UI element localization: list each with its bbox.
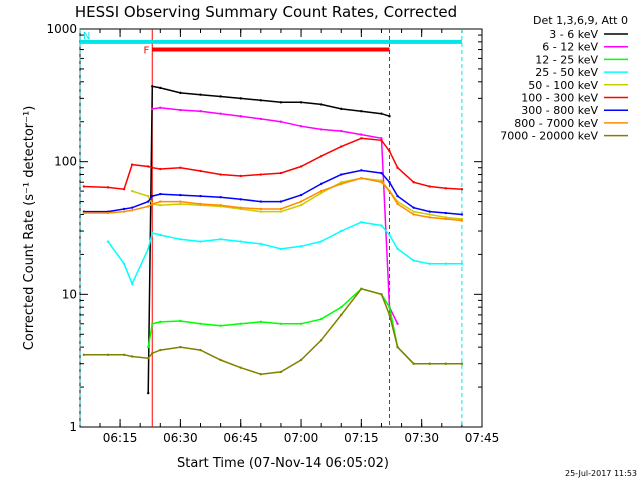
y-tick-label: 1000: [46, 22, 77, 36]
series-line-1: [152, 106, 399, 325]
legend-entry-label: 6 - 12 keV: [542, 41, 598, 54]
legend-entry-label: 300 - 800 keV: [521, 104, 598, 117]
legend-entry-label: 25 - 50 keV: [535, 66, 598, 79]
x-tick-label: 07:00: [284, 431, 319, 445]
legend-entry-label: 50 - 100 keV: [528, 79, 598, 92]
x-tick-label: 07:45: [465, 431, 500, 445]
x-axis-label: Start Time (07-Nov-14 06:05:02): [177, 456, 389, 471]
series-line-8: [83, 287, 462, 375]
y-tick-label: 10: [62, 287, 77, 301]
flag-bars: FN: [79, 29, 463, 427]
series-line-2: [147, 287, 462, 365]
legend-entry-label: 800 - 7000 keV: [514, 117, 598, 130]
x-tick-label: 06:30: [163, 431, 198, 445]
x-tick-label: 06:15: [103, 431, 138, 445]
y-tick-label: 100: [54, 155, 77, 169]
legend-entry-label: 3 - 6 keV: [549, 28, 598, 41]
x-tick-label: 07:15: [344, 431, 379, 445]
legend-entry-label: 100 - 300 keV: [521, 92, 598, 105]
series-line-6: [83, 169, 462, 216]
flag-label-f: F: [143, 46, 149, 57]
series-line-3: [107, 221, 462, 286]
legend-entry-label: 12 - 25 keV: [535, 53, 598, 66]
series-line-7: [83, 177, 462, 222]
y-tick-label: 1: [69, 420, 77, 434]
axis-ticks: 06:15 06:30 06:45 07:00 07:15 07:30 07:45 1 10 10…: [46, 22, 499, 445]
x-tick-label: 07:30: [404, 431, 439, 445]
y-axis-label: Corrected Count Rate (s⁻¹ detector⁻¹): [22, 106, 37, 351]
x-tick-label: 06:45: [223, 431, 258, 445]
series-line-0: [147, 85, 390, 394]
legend-title: Det 1,3,6,9, Att 0: [533, 14, 628, 27]
series-lines: [82, 85, 464, 395]
chart-title: HESSI Observing Summary Count Rates, Cor…: [75, 3, 457, 21]
series-line-5: [83, 137, 462, 191]
plot-frame: [79, 28, 483, 428]
flag-label-n: N: [83, 31, 90, 42]
series-line-4: [131, 177, 462, 220]
date-stamp: 25-Jul-2017 11:53: [565, 469, 637, 478]
legend-entry-label: 7000 - 20000 keV: [500, 130, 598, 143]
